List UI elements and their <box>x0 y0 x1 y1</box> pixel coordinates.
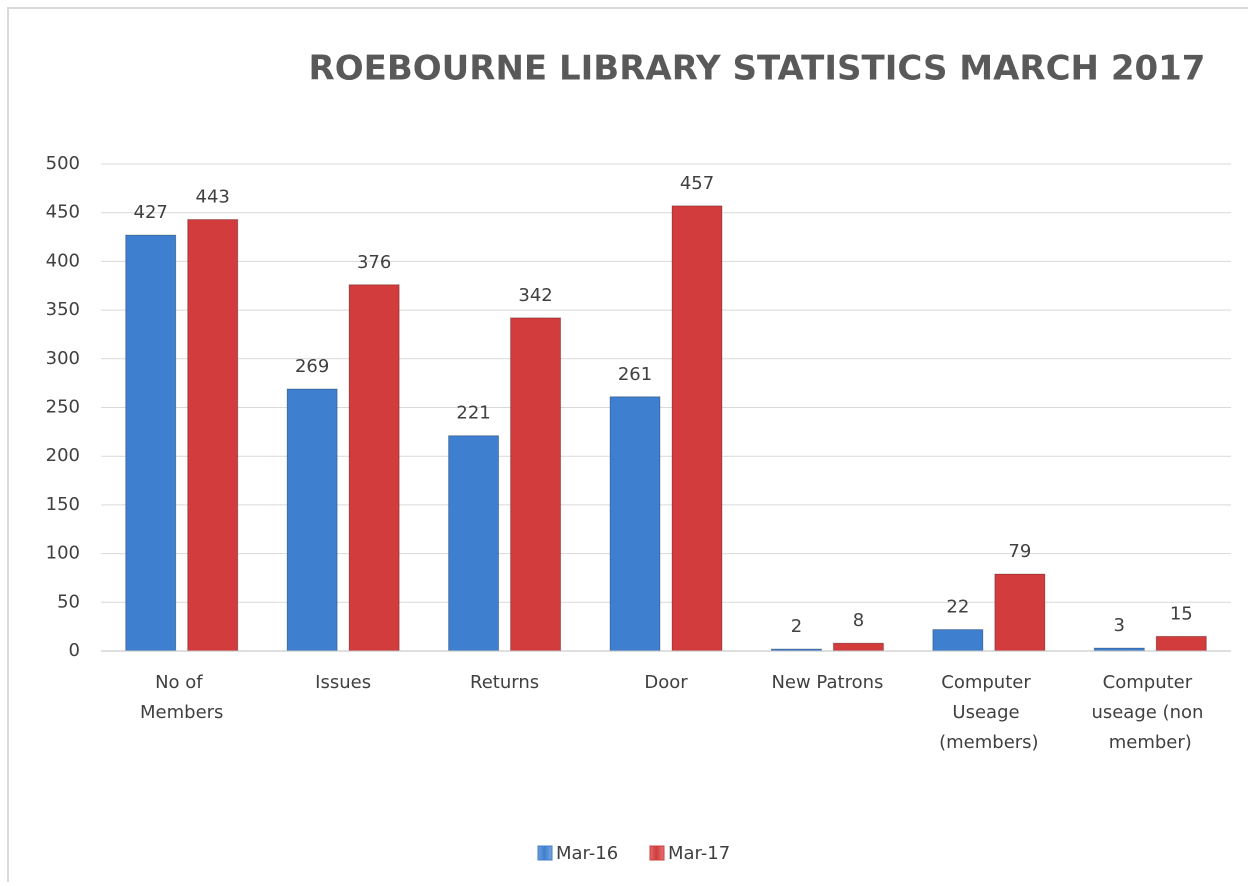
data-label: 22 <box>946 597 969 618</box>
x-tick-label: Computer Useage (members) <box>939 672 1038 753</box>
x-tick-label: Returns <box>470 672 539 693</box>
legend-swatch <box>649 845 665 861</box>
chart-frame <box>7 7 1248 886</box>
legend-swatch <box>537 845 553 861</box>
y-tick-label: 200 <box>46 445 80 466</box>
bar-shade <box>448 435 500 652</box>
data-label: 79 <box>1008 541 1031 562</box>
y-tick-label: 450 <box>46 202 80 223</box>
y-tick-label: 0 <box>69 640 80 661</box>
y-tick-label: 300 <box>46 348 80 369</box>
x-tick-label: Door <box>644 672 688 693</box>
legend-label: Mar-17 <box>668 843 730 864</box>
y-tick-label: 400 <box>46 250 80 271</box>
bar-shade <box>832 642 884 652</box>
bar-shade <box>609 396 661 652</box>
y-tick-label: 350 <box>46 299 80 320</box>
bar-shade <box>286 388 338 652</box>
data-label: 15 <box>1170 603 1193 624</box>
data-label: 221 <box>456 403 490 424</box>
x-tick-label: Issues <box>315 672 371 693</box>
data-label: 8 <box>853 610 864 631</box>
data-label: 342 <box>518 285 552 306</box>
y-tick-label: 100 <box>46 543 80 564</box>
x-tick-label: New Patrons <box>771 672 883 693</box>
data-label: 269 <box>295 356 329 377</box>
bar-shade <box>994 573 1046 652</box>
bar-shade <box>187 219 239 652</box>
data-label: 376 <box>357 252 391 273</box>
x-tick-label: Computer useage (non member) <box>1091 672 1209 753</box>
bar-shade <box>348 284 400 652</box>
bar-shade <box>671 205 723 652</box>
y-tick-label: 500 <box>46 153 80 174</box>
y-tick-label: 150 <box>46 494 80 515</box>
data-label: 427 <box>134 202 168 223</box>
y-tick-label: 250 <box>46 397 80 418</box>
x-tick-label: No of Members <box>140 672 223 723</box>
bar-shade <box>932 629 984 652</box>
bar-shade <box>125 234 177 652</box>
data-label: 457 <box>680 173 714 194</box>
y-tick-label: 50 <box>57 591 80 612</box>
legend-label: Mar-16 <box>556 843 618 864</box>
data-label: 2 <box>791 616 802 637</box>
data-label: 443 <box>196 187 230 208</box>
bar-shade <box>1155 635 1207 652</box>
bar-shade <box>510 317 562 652</box>
chart-title: ROEBOURNE LIBRARY STATISTICS MARCH 2017 <box>309 49 1206 89</box>
data-label: 3 <box>1114 615 1125 636</box>
data-label: 261 <box>618 364 652 385</box>
